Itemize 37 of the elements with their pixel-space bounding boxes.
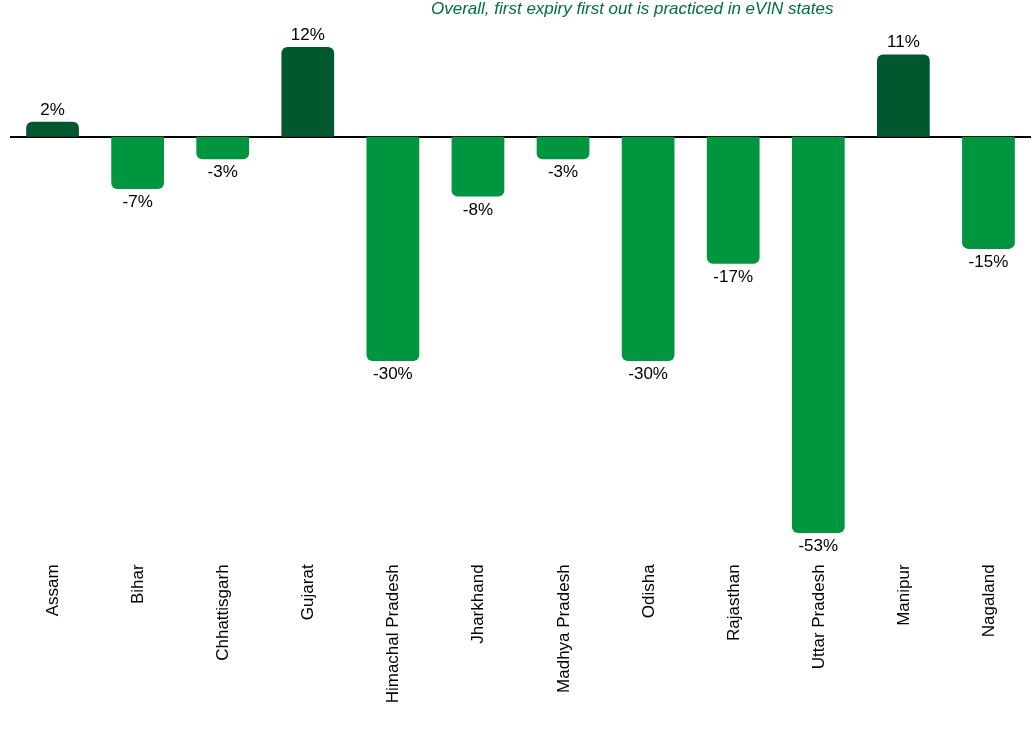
x-tick-label: Rajasthan <box>723 564 743 641</box>
data-label: 12% <box>290 25 325 44</box>
x-tick-label: Madhya Pradesh <box>553 564 573 693</box>
x-tick-label: Manipur <box>893 564 913 626</box>
data-label: -15% <box>968 251 1009 271</box>
x-tick-label: Chhattisgarh <box>213 564 233 661</box>
data-label: -8% <box>462 199 494 219</box>
data-label: -17% <box>713 266 754 286</box>
data-label: -7% <box>122 192 153 212</box>
x-tick-label: Nagaland <box>978 564 998 638</box>
bar <box>26 121 79 137</box>
x-tick-label: Jharkhand <box>468 564 488 644</box>
bar <box>962 136 1015 249</box>
bar <box>366 136 420 362</box>
x-tick-label: Odisha <box>638 563 658 619</box>
data-label: 2% <box>40 99 65 119</box>
bar <box>621 136 675 362</box>
bar <box>706 136 760 264</box>
data-label: -30% <box>628 364 668 384</box>
data-label: -30% <box>373 364 413 384</box>
bar <box>451 136 505 197</box>
data-label: -53% <box>798 536 839 555</box>
bar <box>536 136 590 160</box>
x-tick-label: Bihar <box>128 564 148 605</box>
x-tick-label: Himachal Pradesh <box>383 564 403 704</box>
data-label: 11% <box>886 32 920 52</box>
x-tick-label: Assam <box>43 564 63 617</box>
bar <box>281 47 335 137</box>
bar <box>791 136 845 533</box>
bar <box>877 54 930 137</box>
data-label: -3% <box>207 162 238 182</box>
x-tick-label: Gujarat <box>298 564 318 621</box>
data-label: -3% <box>547 162 579 182</box>
chart-title: Overall, first expiry first out is practiced in eVIN states <box>431 0 834 18</box>
bar <box>111 136 164 190</box>
bar <box>196 136 250 160</box>
x-tick-label: Uttar Pradesh <box>808 564 828 670</box>
